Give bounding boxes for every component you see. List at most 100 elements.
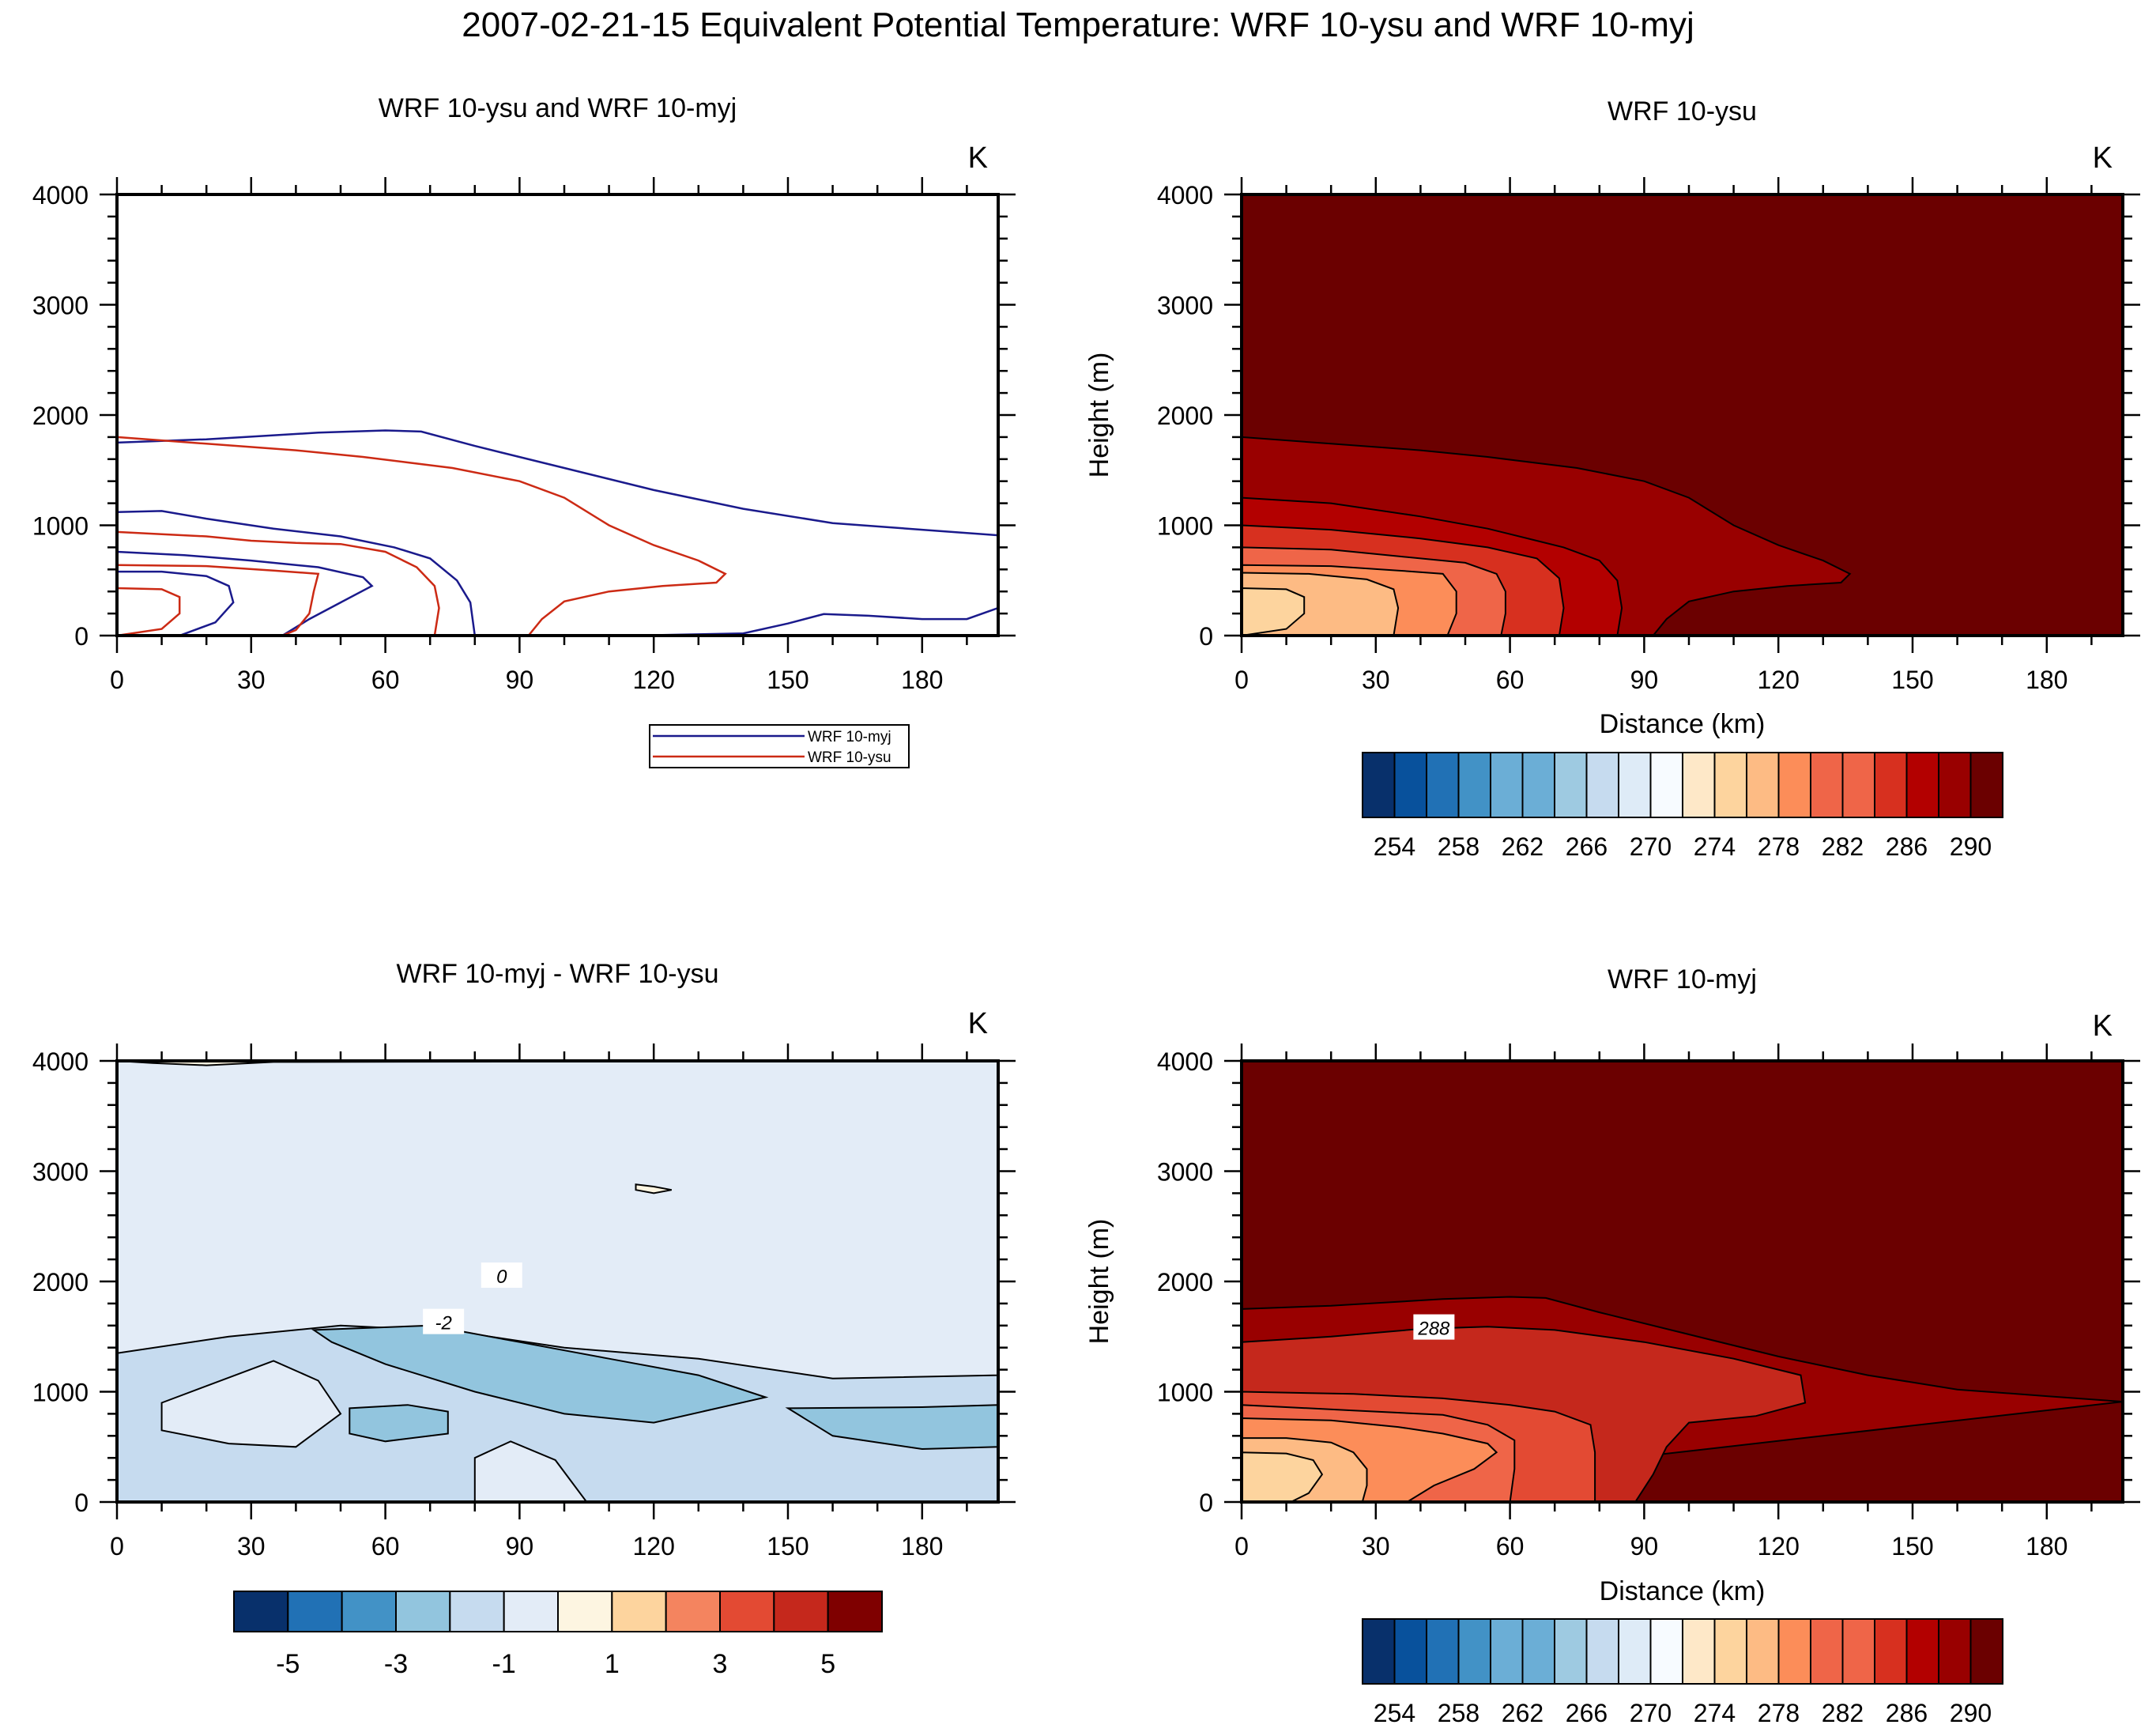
colorbar-cell (1682, 752, 1716, 818)
y-tick-label: 0 (74, 622, 89, 651)
legend-entry: WRF 10-ysu (808, 749, 891, 766)
y-tick-label: 3000 (1157, 1158, 1213, 1187)
contour-label-bg (481, 1262, 522, 1289)
y-tick-label: 4000 (1157, 1047, 1213, 1076)
colorbar-cell (1682, 1618, 1716, 1685)
contour-band (785, 1404, 998, 1451)
y-tick-label: 0 (1199, 622, 1213, 651)
y-tick-label: 1000 (1157, 1379, 1213, 1407)
colorbar-cell (1521, 752, 1555, 818)
colorbar-cell (449, 1591, 505, 1632)
colorbar-cell (1874, 752, 1908, 818)
colorbar-cell (1585, 1618, 1619, 1685)
y-tick-label: 4000 (1157, 181, 1213, 209)
y-tick-label: 0 (74, 1489, 89, 1517)
x-tick-label: 90 (506, 666, 534, 694)
colorbar-cell (287, 1591, 343, 1632)
colorbar-cell (1746, 752, 1780, 818)
units-label: K (968, 1007, 988, 1040)
colorbar-cell (1554, 1618, 1588, 1685)
series-line (117, 550, 374, 636)
x-tick-label: 60 (1496, 1532, 1525, 1561)
tick-marks (100, 1043, 1016, 1519)
panel-title: WRF 10-ysu and WRF 10-myj (379, 93, 737, 123)
series-line (117, 510, 477, 636)
colorbar-cell (1649, 1618, 1683, 1685)
series-line (117, 587, 181, 636)
colorbar-cell (1649, 752, 1683, 818)
colorbar-label: 258 (1438, 832, 1479, 861)
colorbar-label: 274 (1694, 1699, 1736, 1727)
colorbar-cell (233, 1591, 289, 1632)
colorbar-cell (1585, 752, 1619, 818)
contour-label-bg (1413, 1314, 1455, 1340)
x-tick-label: 0 (1234, 666, 1249, 694)
y-tick-label: 2000 (1157, 402, 1213, 430)
x-tick-label: 120 (1757, 1532, 1799, 1561)
colorbar-cell (773, 1591, 829, 1632)
contour-band (635, 1183, 672, 1194)
colorbar-cell (1905, 752, 1939, 818)
colorbar-label: 254 (1374, 832, 1415, 861)
x-tick-label: 150 (1891, 1532, 1933, 1561)
colorbar-label: 1 (605, 1649, 620, 1679)
colorbar-label: 266 (1566, 832, 1608, 861)
x-tick-label: 30 (1362, 666, 1390, 694)
colorbar-cell (1874, 1618, 1908, 1685)
colorbar-label: 286 (1886, 832, 1928, 861)
series-line (117, 570, 235, 636)
colorbar-label: 270 (1630, 832, 1672, 861)
x-tick-label: 150 (1891, 666, 1933, 694)
colorbar-label: 266 (1566, 1699, 1608, 1727)
contour-label: 288 (1417, 1319, 1450, 1340)
colorbar-cell (1746, 1618, 1780, 1685)
colorbar-cell (1426, 1618, 1460, 1685)
colorbar-cell (1618, 752, 1652, 818)
colorbar-cell (1393, 1618, 1427, 1685)
series-line (117, 429, 998, 537)
contour-label: -2 (435, 1313, 452, 1334)
x-tick-label: 30 (237, 1532, 266, 1561)
colorbar-label: 254 (1374, 1699, 1415, 1727)
units-label: K (968, 142, 988, 175)
legend-box (649, 724, 910, 768)
colorbar-cell (1905, 1618, 1939, 1685)
x-tick-label: 120 (632, 666, 674, 694)
x-tick-label: 90 (1630, 1532, 1659, 1561)
colorbar-cell (1618, 1618, 1652, 1685)
x-tick-label: 150 (767, 1532, 808, 1561)
colorbar-cell (1490, 1618, 1524, 1685)
colorbar-label: 282 (1822, 832, 1864, 861)
colorbar-cell (1490, 752, 1524, 818)
colorbar-cell (827, 1591, 883, 1632)
tick-marks (100, 177, 1016, 653)
colorbar-cell (1777, 1618, 1811, 1685)
colorbar-label: 5 (820, 1649, 835, 1679)
colorbar-label: -3 (384, 1649, 408, 1679)
plot-area: 0 -2 (117, 1061, 998, 1502)
colorbar-cell (1521, 1618, 1555, 1685)
x-tick-label: 30 (237, 666, 266, 694)
contour-band (117, 1061, 998, 1379)
colorbar-cell (1810, 1618, 1844, 1685)
colorbar-cell (1426, 752, 1460, 818)
y-axis-label: Height (m) (1084, 1219, 1114, 1345)
series-line (631, 606, 998, 636)
colorbar-cell (1713, 1618, 1747, 1685)
colorbar-cell (1362, 1618, 1396, 1685)
x-tick-label: 90 (1630, 666, 1659, 694)
x-tick-label: 90 (506, 1532, 534, 1561)
colorbar-cell (1457, 1618, 1491, 1685)
units-label: K (2093, 142, 2113, 175)
colorbar-cell (341, 1591, 397, 1632)
y-tick-label: 2000 (32, 1268, 89, 1296)
contour-label: 0 (496, 1266, 507, 1288)
colorbar-cell (395, 1591, 451, 1632)
x-tick-label: 180 (2026, 1532, 2067, 1561)
colorbar-label: -5 (276, 1649, 300, 1679)
colorbar-cell (1554, 752, 1588, 818)
panel-title: WRF 10-myj (1608, 964, 1757, 994)
panel-ysu: WRF 10-ysu K 0 30 60 90 120 150 180 0 1000 2000 3000… (1084, 96, 2140, 861)
x-tick-label: 120 (1757, 666, 1799, 694)
y-tick-label: 0 (1199, 1489, 1213, 1517)
